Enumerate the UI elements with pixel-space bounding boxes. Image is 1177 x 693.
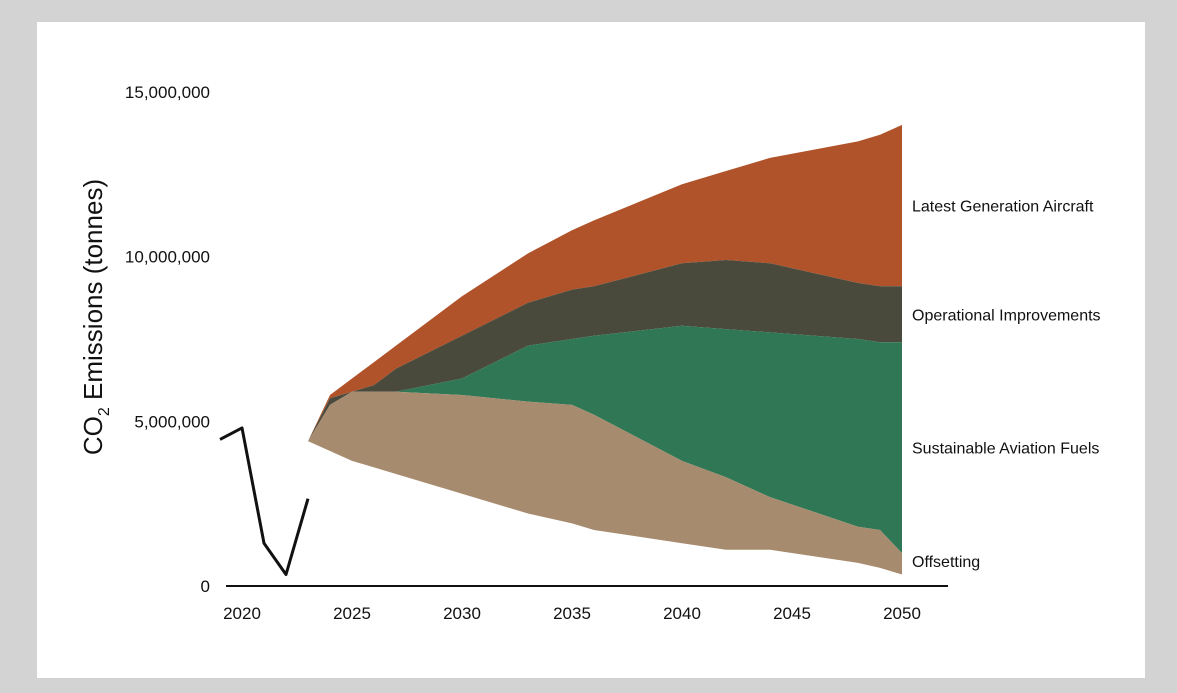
y-tick-labels: 0 5,000,000 10,000,000 15,000,000 xyxy=(125,83,210,596)
y-axis-label-suffix: Emissions (tonnes) xyxy=(78,179,108,407)
x-tick-label: 2035 xyxy=(553,604,591,623)
area-offsetting xyxy=(308,391,902,575)
y-axis-label-subscript: 2 xyxy=(96,407,113,416)
x-tick-label: 2040 xyxy=(663,604,701,623)
y-axis-label: CO2 Emissions (tonnes) xyxy=(78,179,113,455)
x-tick-label: 2050 xyxy=(883,604,921,623)
series-label: Sustainable Aviation Fuels xyxy=(912,441,1099,458)
series-label: Latest Generation Aircraft xyxy=(912,199,1094,216)
area-layers xyxy=(308,124,902,575)
historical-emissions-line xyxy=(219,426,310,576)
y-tick-label: 0 xyxy=(201,577,210,596)
x-tick-label: 2025 xyxy=(333,604,371,623)
y-tick-label: 15,000,000 xyxy=(125,83,210,102)
y-axis-label-prefix: CO xyxy=(78,416,108,455)
x-tick-labels: 2020 2025 2030 2035 2040 2045 2050 xyxy=(223,604,921,623)
y-tick-label: 5,000,000 xyxy=(134,412,210,431)
series-labels: Latest Generation Aircraft Operational Im… xyxy=(912,199,1101,571)
x-tick-label: 2020 xyxy=(223,604,261,623)
series-label: Offsetting xyxy=(912,554,980,571)
area-latest-generation-aircraft xyxy=(308,124,902,442)
area-operational-improvements xyxy=(308,260,902,442)
y-tick-label: 10,000,000 xyxy=(125,248,210,267)
x-tick-label: 2030 xyxy=(443,604,481,623)
area-sustainable-aviation-fuels xyxy=(308,325,902,554)
series-label: Operational Improvements xyxy=(912,307,1101,324)
x-tick-label: 2045 xyxy=(773,604,811,623)
